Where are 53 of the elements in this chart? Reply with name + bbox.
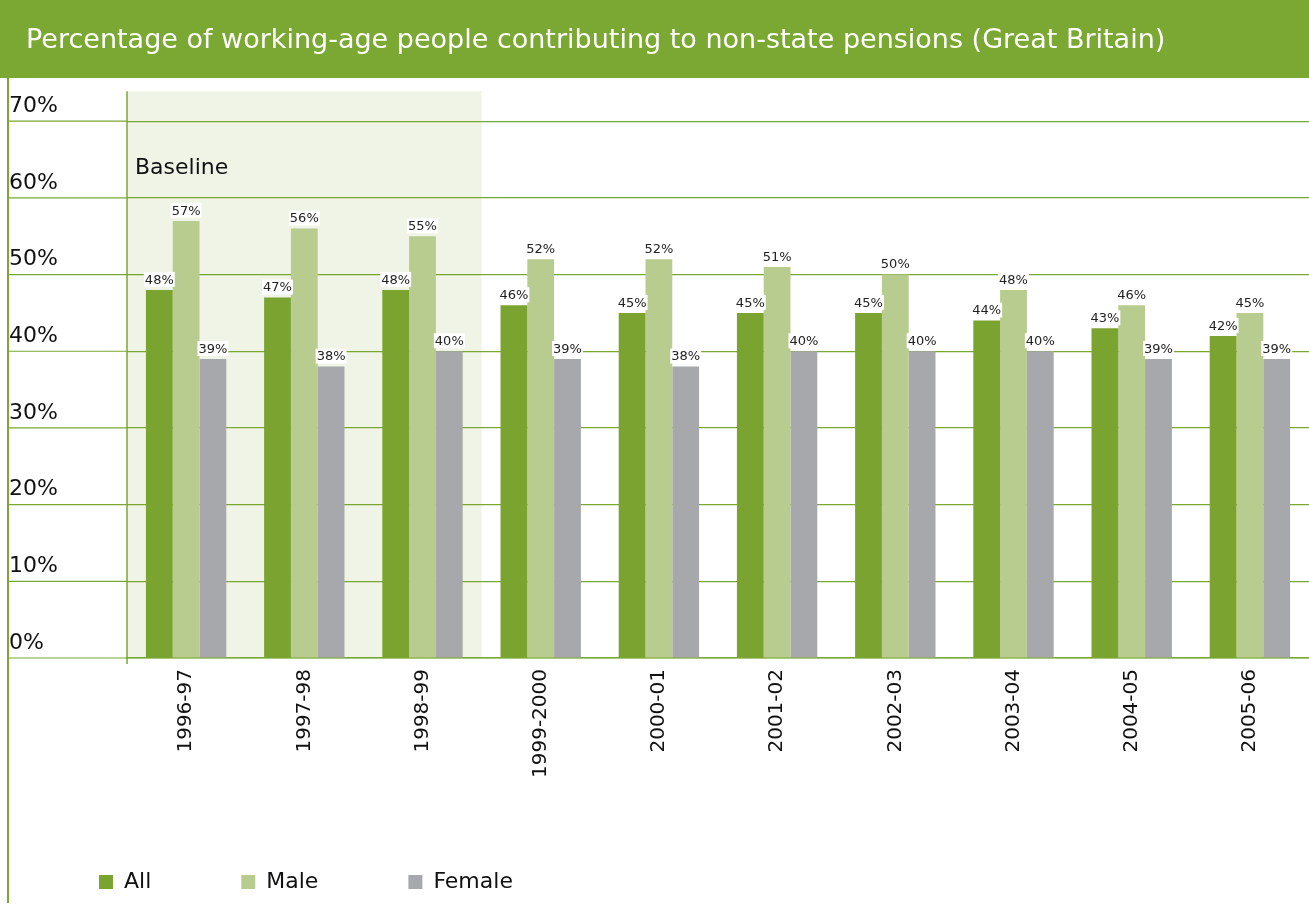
y-tick-label: 70%: [9, 91, 58, 117]
legend-label: Male: [266, 867, 319, 893]
data-label: 46%: [1117, 287, 1147, 303]
data-label: 43%: [1090, 310, 1120, 326]
y-tick-label: 30%: [9, 398, 58, 424]
data-label: 40%: [789, 333, 819, 349]
x-tick-label: 2005-06: [1236, 668, 1261, 753]
x-tick-label: 2002-03: [881, 668, 906, 753]
data-label: 45%: [735, 294, 765, 310]
data-label: 47%: [263, 279, 292, 295]
x-tick-label: 2004-05: [1117, 668, 1142, 753]
y-tick-label: 40%: [9, 321, 58, 347]
data-label: 40%: [1025, 333, 1055, 349]
x-tick-label: 1997-98: [290, 668, 315, 753]
data-label: 39%: [198, 340, 228, 356]
data-label: 46%: [499, 287, 529, 303]
data-label: 52%: [526, 241, 556, 257]
data-label: 56%: [289, 210, 319, 226]
data-label: 40%: [907, 333, 937, 349]
data-label: 45%: [854, 294, 883, 310]
legend-label: All: [124, 867, 152, 893]
x-tick-label: 2003-04: [999, 668, 1024, 753]
data-label: 45%: [1235, 294, 1265, 310]
chart-title: Percentage of working-age people contributing to non-state pensions (Great Britain): [0, 0, 1309, 78]
data-label: 39%: [1262, 340, 1292, 356]
x-tick-label: 1999-2000: [526, 668, 551, 778]
data-label: 48%: [144, 271, 174, 287]
data-label: 48%: [381, 271, 411, 287]
data-label: 44%: [972, 302, 1002, 318]
data-label: 57%: [171, 202, 201, 218]
legend-label: Female: [433, 867, 513, 893]
data-label: 38%: [671, 348, 701, 364]
data-label: 48%: [999, 271, 1028, 287]
x-tick-label: 1996-97: [172, 668, 197, 753]
data-label: 39%: [553, 340, 582, 356]
y-tick-label: 60%: [9, 168, 58, 194]
data-label: 55%: [408, 218, 437, 234]
data-label: 39%: [1144, 340, 1173, 356]
y-tick-label: 50%: [9, 245, 58, 271]
x-tick-label: 1998-99: [408, 668, 433, 753]
x-tick-label: 2000-01: [645, 668, 670, 753]
data-label: 50%: [880, 256, 910, 272]
data-label: 51%: [762, 248, 792, 264]
data-label: 45%: [617, 294, 647, 310]
x-tick-label: 2001-02: [763, 668, 788, 753]
y-tick-label: 0%: [9, 628, 44, 654]
data-label: 40%: [434, 333, 464, 349]
data-label: 52%: [644, 241, 674, 257]
y-tick-label: 20%: [9, 475, 58, 501]
data-label: 42%: [1208, 317, 1238, 333]
y-tick-label: 10%: [9, 552, 58, 578]
band-label: Baseline: [135, 153, 229, 179]
data-label: 38%: [316, 348, 346, 364]
